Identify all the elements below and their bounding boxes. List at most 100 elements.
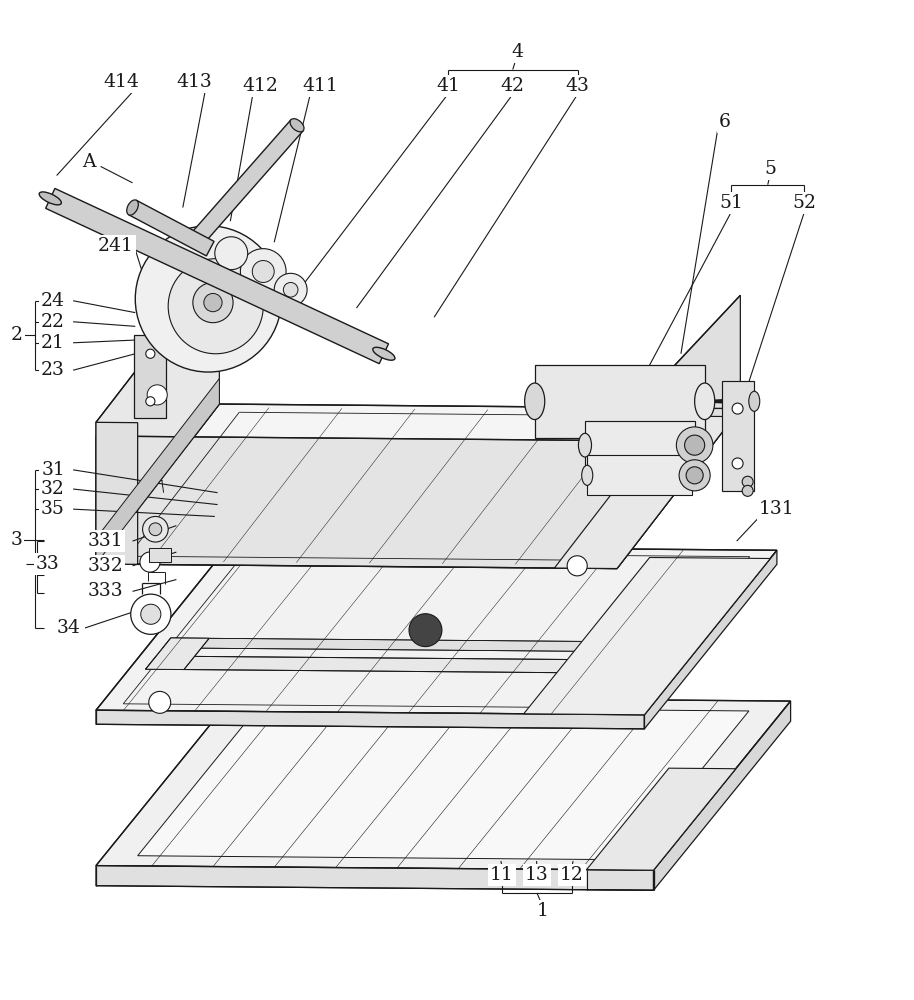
Circle shape	[283, 282, 298, 297]
Circle shape	[145, 349, 154, 358]
Circle shape	[742, 485, 753, 496]
Polygon shape	[96, 422, 138, 564]
Circle shape	[732, 403, 743, 414]
Text: 24: 24	[41, 292, 65, 310]
Circle shape	[732, 458, 743, 469]
Polygon shape	[190, 120, 303, 245]
Polygon shape	[585, 421, 695, 469]
Polygon shape	[163, 638, 686, 652]
Text: 41: 41	[436, 77, 460, 95]
Text: 4: 4	[511, 43, 524, 61]
Circle shape	[135, 226, 282, 372]
Polygon shape	[96, 262, 219, 564]
Text: 33: 33	[36, 555, 59, 573]
Text: 5: 5	[764, 160, 777, 178]
Text: 34: 34	[57, 619, 80, 637]
Text: 11: 11	[490, 866, 514, 884]
Text: 6: 6	[719, 113, 730, 131]
Circle shape	[215, 237, 248, 270]
Text: 1: 1	[537, 902, 548, 920]
Polygon shape	[96, 710, 644, 729]
Text: 23: 23	[41, 361, 65, 379]
Text: 51: 51	[719, 194, 743, 212]
Ellipse shape	[373, 347, 395, 360]
Circle shape	[149, 523, 162, 536]
Polygon shape	[722, 381, 754, 491]
Circle shape	[409, 614, 442, 647]
Text: 131: 131	[760, 500, 794, 518]
Text: 241: 241	[98, 237, 134, 255]
Text: A: A	[82, 153, 95, 171]
Ellipse shape	[579, 433, 591, 457]
Polygon shape	[617, 295, 740, 569]
Polygon shape	[535, 365, 705, 438]
Ellipse shape	[127, 200, 138, 215]
Polygon shape	[96, 697, 791, 870]
Polygon shape	[96, 546, 777, 715]
Ellipse shape	[688, 433, 701, 457]
Text: 414: 414	[103, 73, 140, 91]
Polygon shape	[96, 379, 219, 564]
Text: 2: 2	[10, 326, 23, 344]
Text: 52: 52	[792, 194, 816, 212]
Circle shape	[140, 552, 160, 572]
Circle shape	[149, 691, 171, 713]
Text: 21: 21	[41, 334, 65, 352]
Circle shape	[567, 556, 587, 576]
Circle shape	[193, 282, 233, 323]
Polygon shape	[145, 638, 209, 670]
Circle shape	[676, 427, 713, 463]
Text: 331: 331	[88, 532, 122, 550]
Ellipse shape	[749, 391, 760, 411]
Circle shape	[143, 516, 168, 542]
Circle shape	[145, 397, 154, 406]
Polygon shape	[134, 335, 166, 418]
Polygon shape	[524, 557, 771, 715]
Text: 43: 43	[566, 77, 590, 95]
Ellipse shape	[39, 192, 61, 205]
Polygon shape	[587, 455, 692, 495]
Ellipse shape	[290, 119, 304, 132]
Circle shape	[204, 293, 222, 312]
Circle shape	[147, 385, 167, 405]
Polygon shape	[555, 416, 734, 569]
Text: 3: 3	[11, 531, 22, 549]
Text: 35: 35	[41, 500, 65, 518]
Polygon shape	[587, 768, 736, 870]
Text: 42: 42	[501, 77, 525, 95]
Polygon shape	[644, 550, 777, 729]
Polygon shape	[96, 866, 654, 890]
Polygon shape	[46, 188, 388, 364]
Ellipse shape	[525, 383, 545, 420]
Circle shape	[679, 460, 710, 491]
Ellipse shape	[581, 465, 593, 485]
Circle shape	[141, 604, 161, 624]
Text: 22: 22	[41, 313, 65, 331]
Circle shape	[685, 435, 705, 455]
Text: 332: 332	[87, 557, 123, 575]
Circle shape	[168, 259, 263, 354]
Circle shape	[274, 273, 307, 306]
Polygon shape	[96, 436, 617, 569]
Ellipse shape	[686, 465, 698, 485]
Polygon shape	[654, 701, 791, 890]
Polygon shape	[129, 200, 214, 256]
Circle shape	[240, 249, 286, 294]
Polygon shape	[149, 548, 171, 562]
Polygon shape	[145, 656, 672, 674]
Text: 411: 411	[302, 77, 338, 95]
Text: 13: 13	[526, 866, 548, 884]
Text: 12: 12	[560, 866, 584, 884]
Text: 412: 412	[242, 77, 279, 95]
Text: 31: 31	[41, 461, 65, 479]
Ellipse shape	[695, 383, 715, 420]
Polygon shape	[138, 707, 749, 860]
Text: 413: 413	[176, 73, 213, 91]
Circle shape	[252, 261, 274, 282]
Circle shape	[131, 594, 171, 634]
Text: 333: 333	[88, 582, 122, 600]
Text: 32: 32	[41, 480, 65, 498]
Circle shape	[686, 467, 703, 484]
Polygon shape	[96, 404, 740, 569]
Circle shape	[742, 476, 753, 487]
